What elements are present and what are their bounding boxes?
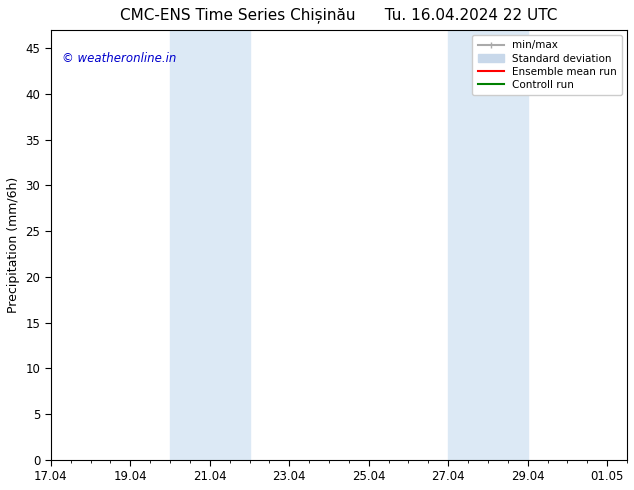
Legend: min/max, Standard deviation, Ensemble mean run, Controll run: min/max, Standard deviation, Ensemble me… [472, 35, 622, 95]
Bar [170, 30, 250, 460]
Bar [448, 30, 527, 460]
Y-axis label: Precipitation (mm/6h): Precipitation (mm/6h) [7, 177, 20, 313]
Text: © weatheronline.in: © weatheronline.in [62, 51, 177, 65]
Title: CMC-ENS Time Series Chișinău      Tu. 16.04.2024 22 UTC: CMC-ENS Time Series Chișinău Tu. 16.04.2… [120, 7, 558, 23]
